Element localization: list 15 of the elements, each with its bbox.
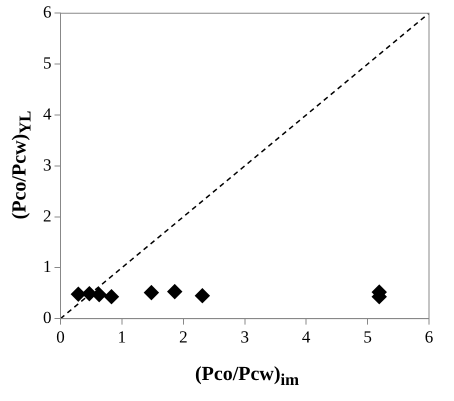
y-tick-label: 4 — [43, 104, 52, 124]
x-tick-label: 3 — [240, 327, 249, 346]
y-tick-label: 3 — [43, 155, 52, 174]
x-tick-label: 2 — [179, 327, 188, 346]
y-tick-label: 2 — [43, 206, 52, 226]
x-tick-label: 5 — [363, 327, 372, 346]
y-tick-label: 5 — [43, 54, 52, 73]
y-tick-label: 1 — [43, 257, 52, 276]
x-axis-title: (Pco/Pcw)$_{im}$ — [194, 363, 300, 390]
x-tick-label: 6 — [424, 327, 434, 346]
x-tick-label: 1 — [118, 327, 126, 346]
x-tick-label: 4 — [302, 327, 311, 346]
x-tick-label: 0 — [56, 327, 65, 346]
y-tick-label: 6 — [43, 2, 52, 22]
y-tick-label: 0 — [43, 308, 52, 328]
